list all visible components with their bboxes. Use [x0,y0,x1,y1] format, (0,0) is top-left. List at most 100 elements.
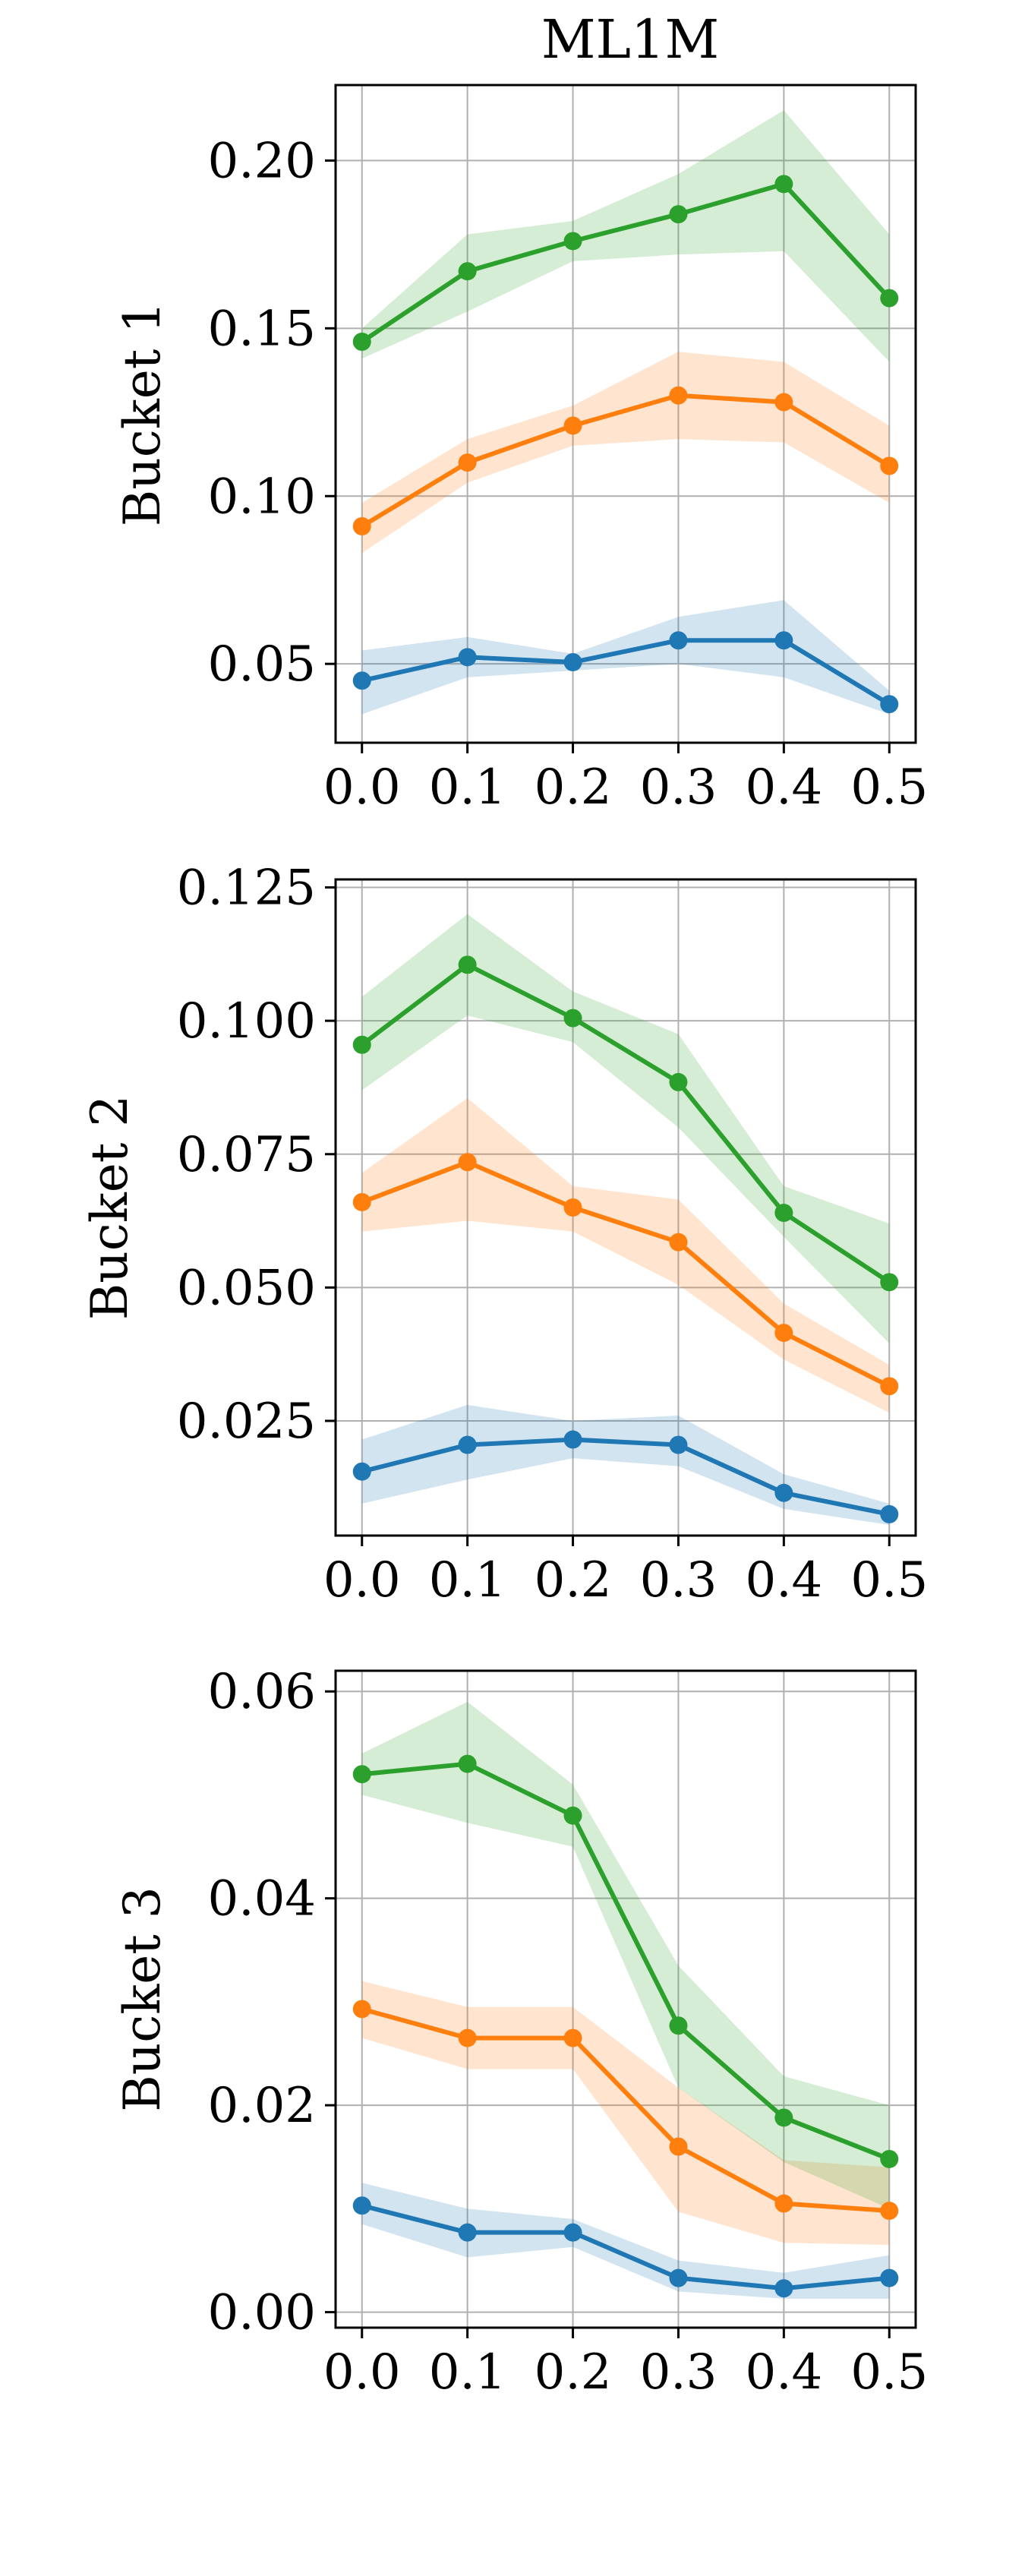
data-point-orange [563,2028,582,2047]
y-tick-label: 0.075 [177,1127,316,1183]
confidence-band-blue [361,600,890,715]
data-point-green [880,2149,899,2168]
y-tick-label: 0.02 [208,2078,317,2134]
chart-panel-3: 0.0 0.1 0.2 0.3 0.4 0.5 0.00 0.02 0.04 0.06 Bucket… [113,1664,928,2401]
data-point-green [774,1204,793,1223]
data-point-green [774,175,793,194]
x-tick-label: 0.0 [323,759,401,816]
series-line-blue [361,1437,890,1517]
data-point-orange [669,2137,688,2156]
series-line-orange [361,1160,891,1388]
data-point-blue [880,695,899,714]
data-point-blue [669,631,688,650]
chart-panel-1: 0.0 0.1 0.2 0.3 0.4 0.5 0.05 0.10 0.15 0.20 Bucket… [113,84,928,816]
y-tick-label: 0.00 [208,2285,317,2341]
series-line-orange [361,2006,890,2214]
data-point-green [563,232,582,251]
y-tick-label: 0.15 [208,301,317,357]
data-point-orange [880,2202,899,2221]
data-point-orange [774,393,793,412]
data-point-blue [774,2279,793,2298]
data-point-blue [669,1435,688,1454]
confidence-band-orange [361,352,890,554]
series-line-orange [361,393,891,529]
confidence-band-green [361,914,890,1344]
data-point-green [458,955,477,974]
x-tick-label: 0.0 [323,2344,401,2401]
data-point-green [669,1072,688,1091]
y-tick-label: 0.050 [177,1260,316,1316]
data-point-orange [352,517,371,536]
confidence-band-orange [361,1098,890,1413]
y-tick-label: 0.100 [177,993,316,1050]
axes-frame [334,1669,917,2329]
data-point-green [774,2108,793,2127]
data-point-orange [563,416,582,435]
data-point-orange [458,1153,477,1172]
y-tick-label: 0.025 [177,1394,316,1450]
x-tick-label: 0.2 [535,2344,612,2401]
x-tick-label: 0.5 [850,1552,928,1608]
data-point-green [352,1035,371,1054]
y-axis-label: Bucket 2 [80,1095,139,1321]
data-point-green [669,205,688,224]
y-tick-label: 0.06 [208,1664,317,1720]
data-point-green [563,1009,582,1028]
data-point-orange [352,2000,371,2019]
y-tick-label: 0.05 [208,636,317,693]
series-line-green [361,1761,891,2161]
y-axis-label: Bucket 1 [113,301,172,527]
data-point-green [669,2016,688,2035]
data-point-blue [774,1483,793,1502]
y-tick-label: 0.10 [208,469,317,525]
x-tick-label: 0.4 [745,2344,822,2401]
axes-frame [334,84,917,744]
x-tick-label: 0.3 [640,759,718,816]
data-point-orange [774,2194,793,2213]
x-tick-label: 0.0 [323,1552,401,1608]
data-point-orange [352,1192,371,1211]
data-point-orange [458,2028,477,2047]
data-point-blue [458,2223,477,2242]
data-point-green [352,333,371,352]
data-point-green [563,1806,582,1825]
data-point-blue [352,2196,371,2215]
confidence-band-green [361,1701,890,2209]
data-point-blue [669,2268,688,2287]
series-line-green [361,182,891,344]
x-tick-label: 0.2 [535,759,612,816]
data-point-blue [458,648,477,667]
y-tick-label: 0.04 [208,1871,317,1927]
data-point-orange [880,1377,899,1396]
x-tick-label: 0.1 [429,2344,506,2401]
data-point-blue [774,631,793,650]
data-point-green [880,289,899,308]
data-point-orange [458,453,477,472]
chart-panel-2: 0.0 0.1 0.2 0.3 0.4 0.5 0.025 0.050 0.075 0.100 0.… [80,860,928,1608]
data-point-blue [880,1504,899,1523]
data-point-blue [563,652,582,671]
x-tick-label: 0.5 [850,759,928,816]
y-tick-label: 0.20 [208,133,317,189]
x-tick-label: 0.3 [640,1552,718,1608]
confidence-band-green [361,110,890,362]
x-tick-label: 0.1 [429,759,506,816]
data-point-blue [563,2223,582,2242]
data-point-blue [563,1430,582,1449]
confidence-band-blue [361,1404,890,1525]
x-tick-label: 0.4 [745,1552,822,1608]
data-point-green [352,1765,371,1784]
data-point-orange [669,386,688,405]
figure-title: ML1M [541,8,719,71]
x-tick-label: 0.4 [745,759,822,816]
data-point-green [458,262,477,281]
y-tick-label: 0.125 [177,860,316,917]
data-point-green [458,1754,477,1773]
data-point-blue [352,1462,371,1481]
series-line-blue [361,2203,890,2291]
series-line-blue [361,638,891,706]
x-tick-label: 0.1 [429,1552,506,1608]
data-point-orange [880,456,899,475]
